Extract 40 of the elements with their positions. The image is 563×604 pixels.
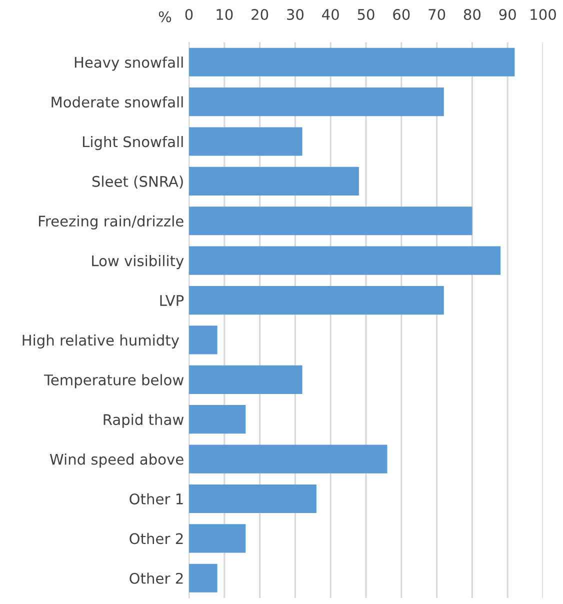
x-tick-label: 40 <box>322 8 339 20</box>
x-tick-label: 60 <box>393 8 410 20</box>
bar <box>189 524 246 553</box>
bar <box>189 484 316 514</box>
bar <box>189 564 218 592</box>
bar <box>189 48 515 76</box>
x-tick-label: 50 <box>358 8 374 20</box>
y-tick-label: Temperature below <box>44 374 184 388</box>
bar <box>189 365 302 394</box>
y-tick-label: Low visibility <box>92 255 184 270</box>
y-tick-label: Sleet (SNRA) <box>92 176 183 189</box>
x-tick-label: 10 <box>216 8 233 20</box>
x-tick-label: 90 <box>499 8 516 20</box>
bar <box>189 405 246 434</box>
y-tick-label: Other 1 <box>130 493 183 504</box>
x-tick-label: 80 <box>464 8 481 20</box>
y-tick-label: Wind speed above <box>50 454 184 468</box>
y-tick-label: High relative humidty <box>22 334 180 349</box>
y-tick-label: Other 2 <box>130 572 183 584</box>
bar <box>189 444 388 474</box>
bar <box>189 88 444 116</box>
x-tick-label: 0 <box>185 8 193 20</box>
y-tick-label: LVP <box>160 295 184 306</box>
x-tick-label: 70 <box>428 8 446 20</box>
bar <box>189 286 444 315</box>
y-tick-label: Moderate snowfall <box>52 96 183 108</box>
y-tick-label: Heavy snowfall <box>74 56 183 71</box>
bar <box>189 127 302 156</box>
x-tick-label: 100 <box>530 8 556 20</box>
x-axis-title: % <box>158 11 172 22</box>
bar <box>189 166 359 196</box>
y-tick-label: Freezing rain/drizzle <box>39 215 184 230</box>
x-tick-label: 30 <box>287 8 304 20</box>
y-tick-label: Other 2 <box>130 532 183 544</box>
bar <box>189 246 501 275</box>
y-tick-label: Light Snowfall <box>83 136 183 150</box>
bar <box>189 206 472 236</box>
y-tick-label: Rapid thaw <box>104 414 184 428</box>
x-tick-label: 20 <box>252 8 268 20</box>
bar <box>189 326 218 354</box>
